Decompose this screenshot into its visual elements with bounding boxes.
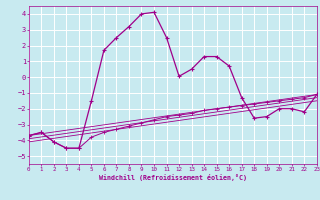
X-axis label: Windchill (Refroidissement éolien,°C): Windchill (Refroidissement éolien,°C) <box>99 174 247 181</box>
